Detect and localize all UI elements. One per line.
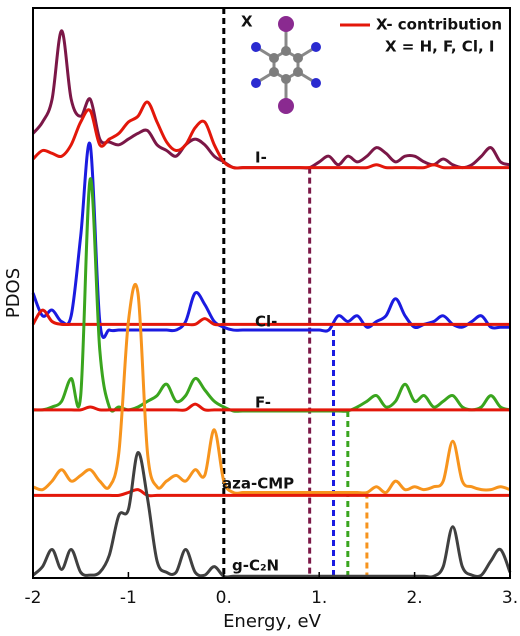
series-label: g-C₂N	[232, 557, 279, 575]
contribution-line	[31, 100, 510, 170]
contribution-line	[33, 488, 510, 498]
x-tick-label: 0.	[216, 588, 232, 608]
plot-area	[31, 8, 512, 579]
x-tick-label: 2.	[406, 588, 422, 608]
x-tick-label: 1.	[311, 588, 327, 608]
pdos-line	[32, 451, 512, 579]
pdos-line	[32, 283, 511, 495]
pdos-line	[32, 177, 511, 413]
x-tick-label: 3.	[502, 588, 518, 608]
legend-label: X- contribution	[376, 16, 502, 34]
series-label: I-	[255, 149, 267, 167]
molecule	[251, 16, 321, 114]
molecule-label: X	[241, 13, 253, 31]
y-axis-title: PDOS	[3, 268, 24, 318]
annotation: X = H, F, Cl, I	[385, 38, 494, 56]
pdos-line	[31, 141, 510, 339]
x-axis-title: Energy, eV	[223, 611, 322, 632]
x-tick-label: -2	[25, 588, 42, 608]
series-label: Cl-	[255, 313, 277, 331]
contribution-line	[33, 402, 510, 412]
series-label: aza-CMP	[222, 475, 294, 493]
x-tick-label: -1	[120, 588, 137, 608]
series-label: F-	[255, 394, 271, 412]
axes-frame	[32, 7, 511, 579]
contribution-line	[31, 308, 510, 327]
